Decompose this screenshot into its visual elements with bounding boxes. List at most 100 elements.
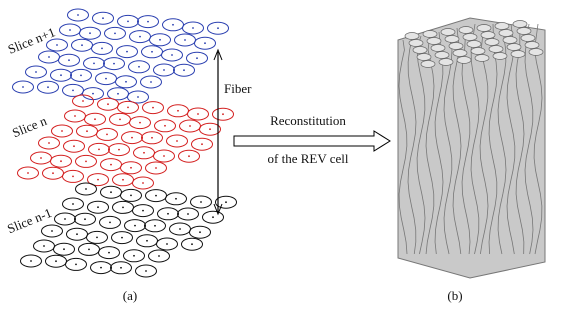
fiber-center xyxy=(127,107,129,109)
fiber-center xyxy=(189,125,191,127)
fiber-center xyxy=(122,207,124,209)
fiber-center xyxy=(109,222,111,224)
arrow-label: Reconstitution xyxy=(270,113,346,128)
fiber-center xyxy=(204,42,206,44)
fiber-center xyxy=(138,66,140,68)
fiber-center xyxy=(120,267,122,269)
fiber-block xyxy=(398,18,545,278)
fiber-center xyxy=(199,231,201,233)
fiber-center xyxy=(130,195,132,197)
fiber-center xyxy=(101,48,103,50)
fiber-center xyxy=(97,179,99,181)
fiber-top xyxy=(507,44,521,51)
fiber-top xyxy=(485,39,499,46)
fiber-top xyxy=(421,61,435,68)
fiber-center xyxy=(80,75,82,77)
fiber-center xyxy=(105,78,107,80)
fiber-center xyxy=(43,245,45,247)
fiber-center xyxy=(107,103,109,105)
fiber-center xyxy=(106,134,108,136)
fiber-center xyxy=(35,71,37,73)
fiber-center xyxy=(127,21,129,23)
fiber-center xyxy=(48,56,50,58)
fiber-center xyxy=(122,179,124,181)
fiber-center xyxy=(159,39,161,41)
fiber-center xyxy=(110,164,112,166)
fiber-top xyxy=(441,29,455,36)
fiber-center xyxy=(191,243,193,245)
fiber-center xyxy=(133,255,135,257)
fiber-center xyxy=(97,206,99,208)
fiber-top xyxy=(439,59,453,66)
fiber-top xyxy=(453,50,467,57)
fiber-center xyxy=(175,198,177,200)
fiber-center xyxy=(143,152,145,154)
fiber-center xyxy=(69,29,71,31)
fiber-center xyxy=(134,225,136,227)
fiber-center xyxy=(114,33,116,35)
fiber-top xyxy=(409,40,423,47)
fiber-center xyxy=(73,145,75,147)
fiber-center xyxy=(151,137,153,139)
slice-label: Slice n-1 xyxy=(5,205,54,236)
fiber-top xyxy=(499,30,513,37)
fiber-center xyxy=(209,128,211,130)
fiber-center xyxy=(47,86,49,88)
fiber-center xyxy=(184,39,186,41)
fiber-center xyxy=(100,267,102,269)
slice-label: Slice n+1 xyxy=(6,24,58,56)
fiber-center xyxy=(164,125,166,127)
fiber-center xyxy=(85,188,87,190)
fiber-top xyxy=(481,32,495,39)
fiber-top xyxy=(493,53,507,60)
fiber-center xyxy=(163,155,165,157)
fiber-center xyxy=(166,243,168,245)
fiber-center xyxy=(142,210,144,212)
fiber-top xyxy=(495,23,509,30)
fiber-center xyxy=(200,201,202,203)
fiber-center xyxy=(217,27,219,29)
fiber-center xyxy=(63,248,65,250)
fiber-top xyxy=(457,57,471,64)
reconstitution-arrow xyxy=(234,131,390,151)
fiber-center xyxy=(98,149,100,151)
fiber-center xyxy=(146,240,148,242)
fiber-center xyxy=(167,213,169,215)
fiber-center xyxy=(52,172,54,174)
fiber-center xyxy=(117,93,119,95)
arrow-label: of the REV cell xyxy=(268,151,349,166)
fiber-center xyxy=(192,27,194,29)
fiber-center xyxy=(187,213,189,215)
fiber-top xyxy=(525,42,539,49)
caption: (b) xyxy=(447,288,462,303)
fiber-center xyxy=(82,100,84,102)
fiber-center xyxy=(119,119,121,121)
fiber-top xyxy=(435,52,449,59)
fiber-center xyxy=(89,32,91,34)
figure: Fiber Slice n+1 Slice n Slice n-1 Recons… xyxy=(0,0,570,309)
caption: (a) xyxy=(123,288,137,303)
fiber-center xyxy=(152,107,154,109)
fiber-center xyxy=(77,14,79,16)
fiber-center xyxy=(108,252,110,254)
fiber-center xyxy=(147,21,149,23)
fiber-center xyxy=(22,86,24,88)
fiber-center xyxy=(84,218,86,220)
fiber-center xyxy=(30,260,32,262)
fiber-top xyxy=(521,35,535,42)
fiber-center xyxy=(61,130,63,132)
fiber-center xyxy=(94,118,96,120)
fiber-top xyxy=(517,28,531,35)
fiber-top xyxy=(511,51,525,58)
fiber-center xyxy=(139,36,141,38)
fiber-center xyxy=(40,157,42,159)
fiber-center xyxy=(93,63,95,65)
fiber-center xyxy=(74,115,76,117)
fiber-top xyxy=(405,33,419,40)
fiber-center xyxy=(201,143,203,145)
fiber-center xyxy=(137,96,139,98)
fiber-center xyxy=(60,74,62,76)
fiber-center xyxy=(55,260,57,262)
fiber-center xyxy=(163,69,165,71)
fiber-center xyxy=(75,264,77,266)
